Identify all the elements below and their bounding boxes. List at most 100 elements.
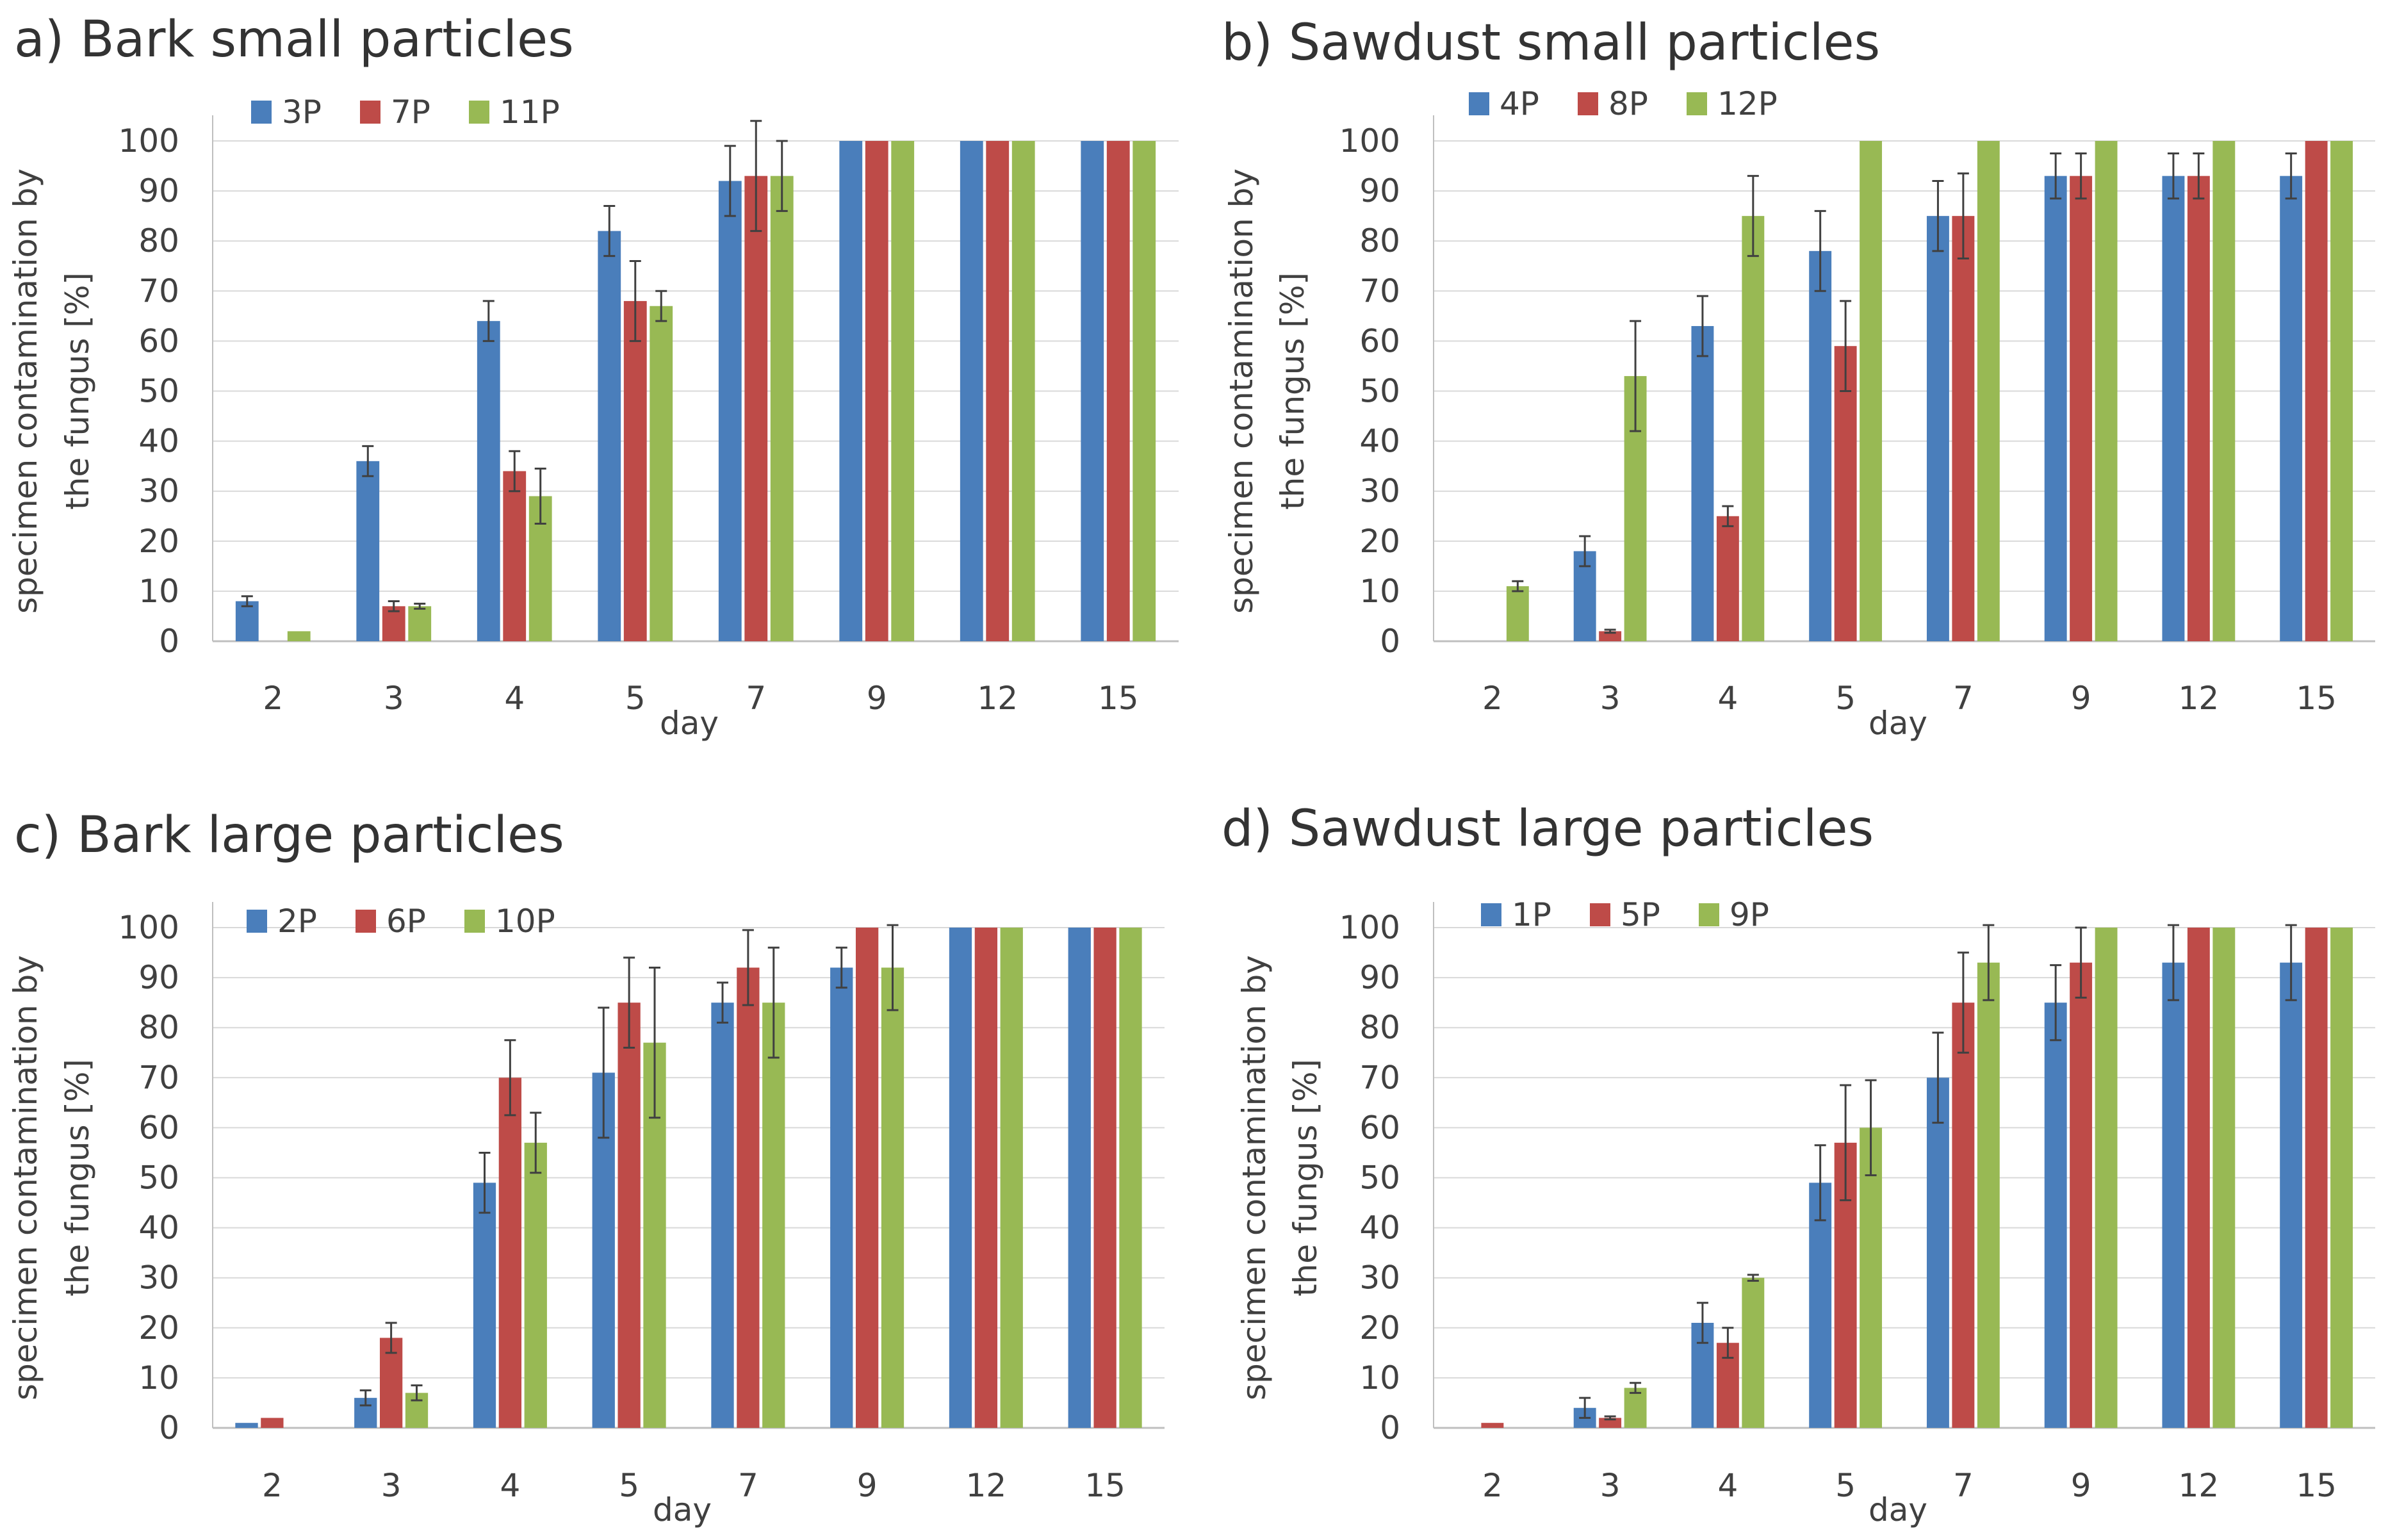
y-tick-label: 40 xyxy=(1359,1209,1400,1247)
x-tick-label: 3 xyxy=(1600,1467,1621,1504)
legend-label: 10P xyxy=(495,903,555,940)
y-axis-label: the fungus [%] xyxy=(1274,272,1311,510)
bar-2P-day-12 xyxy=(949,928,972,1428)
x-tick-label: 12 xyxy=(2179,680,2220,717)
bar-3P-day-9 xyxy=(839,141,863,641)
bar-12P-day-7 xyxy=(1977,141,2000,641)
error-bar xyxy=(1932,179,1944,252)
bar-7P-day-5 xyxy=(623,300,647,641)
legend-swatch xyxy=(1590,903,1610,926)
x-tick-label: 7 xyxy=(1953,1467,1974,1504)
bar-12P-day-5 xyxy=(1860,141,1883,641)
error-bar xyxy=(767,946,780,1059)
y-tick-label: 90 xyxy=(138,172,179,209)
y-tick-label: 80 xyxy=(138,222,179,259)
bar-10P-day-4 xyxy=(524,1142,547,1428)
bar-6P-day-12 xyxy=(974,928,998,1428)
legend-swatch xyxy=(469,101,489,124)
legend-swatch xyxy=(1469,92,1489,115)
chart-title: c) Bark large particles xyxy=(14,807,564,864)
chart-panel-4: d) Sawdust large particles 0 10 20 30 40 50 60 7… xyxy=(1222,800,2375,1528)
error-bar xyxy=(478,1151,491,1214)
x-tick-label: 15 xyxy=(2296,680,2337,717)
x-tick-label: 3 xyxy=(381,1467,402,1504)
y-tick-label: 60 xyxy=(138,322,179,359)
error-bar xyxy=(1512,580,1524,593)
legend-label: 5P xyxy=(1621,896,1660,933)
bar-7P-day-7 xyxy=(744,176,768,641)
bar-3P-day-4 xyxy=(477,321,500,641)
error-bar xyxy=(1630,1382,1642,1394)
error-bar xyxy=(598,1006,610,1139)
error-bar xyxy=(1696,1302,1708,1344)
x-tick-label: 12 xyxy=(977,680,1018,717)
bar-4P-day-5 xyxy=(1809,250,1832,641)
legend-swatch xyxy=(251,101,272,124)
bar-5P-day-3 xyxy=(1599,1418,1622,1428)
error-bar xyxy=(414,602,426,610)
bar-8P-day-9 xyxy=(2070,176,2093,641)
error-bar xyxy=(241,595,253,607)
x-axis-label: day xyxy=(1869,1491,1927,1528)
chart-title: d) Sawdust large particles xyxy=(1222,800,1874,858)
y-tick-label: 80 xyxy=(1359,222,1400,259)
x-tick-label: 2 xyxy=(263,680,283,717)
y-tick-label: 80 xyxy=(1359,1009,1400,1046)
y-axis-label: specimen contamination by xyxy=(1223,168,1260,614)
bar-6P-day-15 xyxy=(1093,928,1116,1428)
x-tick-label: 4 xyxy=(504,680,525,717)
bar-11P-day-7 xyxy=(770,176,794,641)
error-bar xyxy=(1722,505,1734,527)
y-axis-label: the fungus [%] xyxy=(1287,1059,1324,1297)
error-bar xyxy=(2050,152,2062,200)
bar-6P-day-7 xyxy=(737,967,760,1428)
bar-5P-day-7 xyxy=(1952,1003,1975,1428)
bar-3P-day-5 xyxy=(598,231,621,642)
legend-swatch xyxy=(247,910,267,933)
x-tick-label: 9 xyxy=(857,1467,878,1504)
y-tick-label: 0 xyxy=(159,623,179,660)
bar-1P-day-9 xyxy=(2044,1003,2067,1428)
error-bar xyxy=(362,445,374,477)
bar-4P-day-12 xyxy=(2162,176,2185,641)
bar-10P-day-12 xyxy=(1000,928,1023,1428)
bar-1P-day-5 xyxy=(1809,1183,1832,1428)
legend-label: 12P xyxy=(1717,85,1778,122)
x-tick-label: 7 xyxy=(738,1467,758,1504)
x-tick-label: 15 xyxy=(1084,1467,1125,1504)
legend: 4P 8P 12P xyxy=(1469,85,1778,122)
bar-12P-day-9 xyxy=(2095,141,2118,641)
legend: 3P 7P 11P xyxy=(251,94,560,131)
y-tick-label: 70 xyxy=(138,272,179,309)
legend-swatch xyxy=(360,101,380,124)
bar-6P-day-2 xyxy=(261,1418,284,1428)
y-tick-label: 30 xyxy=(1359,473,1400,510)
y-tick-label: 90 xyxy=(1359,172,1400,209)
chart-panel-1: a) Bark small particles 0 10 20 30 40 50 60 70 80… xyxy=(7,11,1179,742)
y-tick-label: 0 xyxy=(1380,623,1400,660)
x-tick-label: 7 xyxy=(746,680,766,717)
error-bar xyxy=(2075,152,2087,200)
bar-5P-day-2 xyxy=(1481,1423,1504,1428)
error-bar xyxy=(776,140,788,212)
legend-label: 8P xyxy=(1608,85,1648,122)
bar-2P-day-15 xyxy=(1068,928,1091,1428)
error-bar xyxy=(1747,175,1759,258)
error-bar xyxy=(509,450,521,493)
y-tick-label: 40 xyxy=(1359,423,1400,460)
y-tick-label: 100 xyxy=(1339,122,1400,160)
x-tick-label: 15 xyxy=(1098,680,1139,717)
bar-9P-day-4 xyxy=(1742,1277,1765,1428)
error-bar xyxy=(1814,209,1826,292)
bar-4P-day-15 xyxy=(2280,176,2303,641)
legend-swatch xyxy=(464,910,485,933)
x-tick-label: 5 xyxy=(1835,1467,1856,1504)
error-bar xyxy=(504,1039,516,1117)
error-bar xyxy=(2193,152,2205,200)
y-tick-label: 100 xyxy=(119,122,179,160)
x-tick-label: 2 xyxy=(1482,680,1503,717)
bar-2P-day-9 xyxy=(830,967,853,1428)
bar-12P-day-2 xyxy=(1506,586,1529,641)
bar-11P-day-2 xyxy=(287,631,311,641)
